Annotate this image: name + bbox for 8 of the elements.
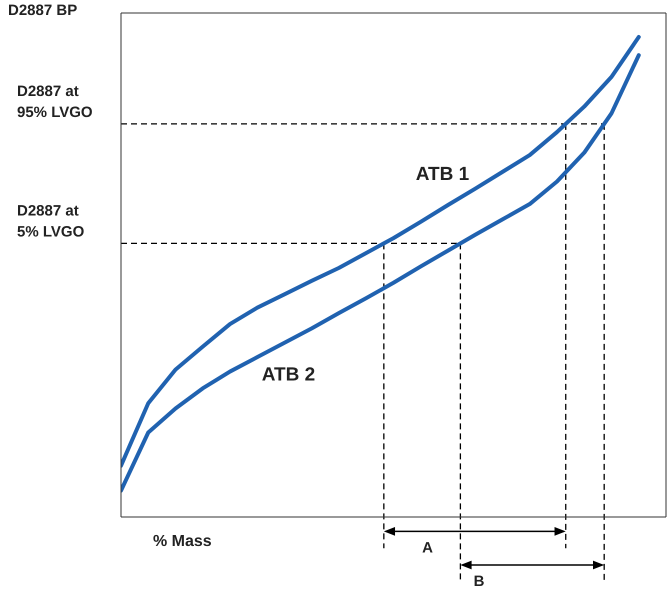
series-label: ATB 1 [416, 164, 470, 185]
ref-line-label: D2887 at 95% LVGO [17, 82, 93, 121]
text: A [422, 539, 434, 556]
text: B [474, 573, 485, 590]
x-axis-title: % Mass [153, 533, 212, 551]
y-axis-title: D2887 BP [8, 2, 78, 19]
series-label: ATB 2 [262, 364, 316, 386]
ref-line-label: D2887 at 5% LVGO [17, 202, 85, 240]
